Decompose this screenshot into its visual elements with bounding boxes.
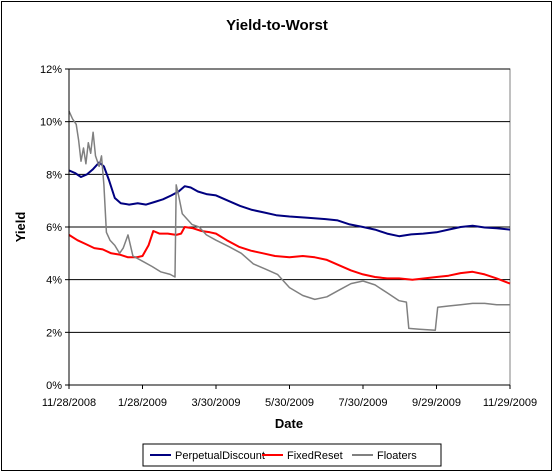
x-tick-label: 11/28/2008 [42, 397, 96, 409]
y-tick-label: 2% [46, 327, 62, 339]
series-line-perpetualdiscount [68, 161, 511, 238]
legend: PerpetualDiscount FixedReset Floaters [150, 450, 417, 462]
x-tick-label: 11/29/2009 [483, 397, 537, 409]
x-tick-label: 7/30/2009 [339, 397, 388, 409]
series-line-fixedreset [68, 226, 511, 285]
x-tick-label: 3/30/2009 [192, 397, 241, 409]
series-layer [68, 110, 511, 331]
y-tick-label: 4% [46, 275, 62, 287]
y-axis-title: Yield [13, 212, 28, 243]
legend-label: PerpetualDiscount [175, 450, 265, 462]
y-tick-label: 0% [46, 380, 62, 392]
legend-box [142, 443, 442, 467]
chart-title: Yield-to-Worst [226, 17, 328, 34]
y-tick-label: 12% [40, 64, 62, 76]
y-tick-label: 6% [46, 222, 62, 234]
y-tick-label: 10% [40, 117, 62, 129]
x-tick-label: 5/30/2009 [265, 397, 314, 409]
x-tick-label: 1/28/2009 [118, 397, 167, 409]
gridlines [69, 68, 510, 333]
x-tick-label: 9/29/2009 [412, 397, 461, 409]
y-tick-label: 8% [46, 169, 62, 181]
legend-label: FixedReset [287, 450, 343, 462]
series-line-floaters [68, 110, 510, 331]
legend-label: Floaters [377, 450, 417, 462]
x-axis-title: Date [275, 416, 303, 431]
x-axis-ticks: 11/28/2008 1/28/2009 3/30/2009 5/30/2009 7/3… [42, 385, 537, 409]
y-axis-ticks: 0% 2% 4% 6% 8% 10% 12% [40, 64, 69, 392]
